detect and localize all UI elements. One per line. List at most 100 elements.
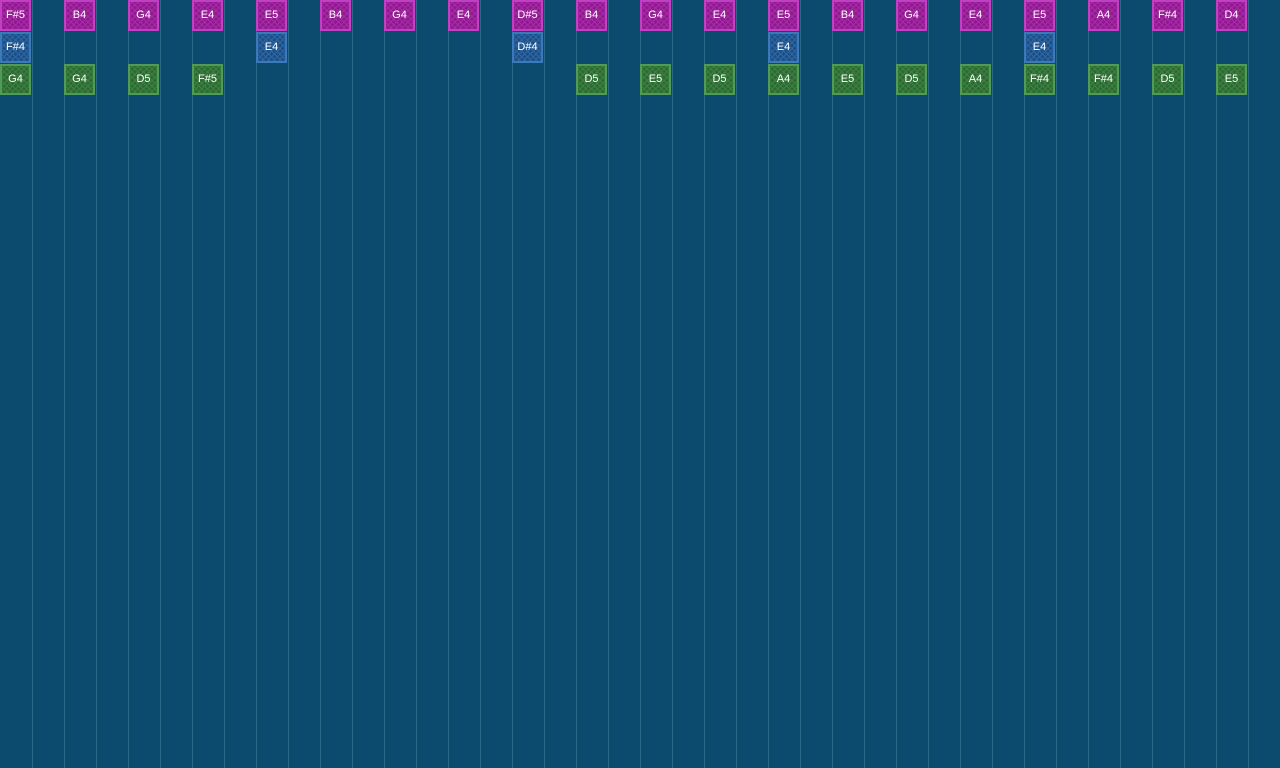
grid-column-line (448, 0, 449, 768)
grid-column-line (1088, 0, 1089, 768)
grid-column-line (896, 0, 897, 768)
grid-column-line (640, 0, 641, 768)
note-cell[interactable]: D5 (704, 64, 735, 95)
note-label: G4 (72, 73, 87, 85)
note-cell[interactable]: D5 (576, 64, 607, 95)
note-label: D5 (136, 73, 151, 85)
grid-column-line (1024, 0, 1025, 768)
note-cell[interactable]: G4 (640, 0, 671, 31)
grid-column-line (928, 0, 929, 768)
grid-column-line (64, 0, 65, 768)
grid-column-line (1056, 0, 1057, 768)
grid-column-line (1120, 0, 1121, 768)
note-label: E5 (1224, 73, 1239, 85)
note-cell[interactable]: F#4 (0, 32, 31, 63)
note-label: D4 (1224, 9, 1239, 21)
note-cell[interactable]: A4 (768, 64, 799, 95)
note-cell[interactable]: D5 (128, 64, 159, 95)
note-label: E5 (840, 73, 855, 85)
note-cell[interactable]: B4 (576, 0, 607, 31)
grid-column-line (320, 0, 321, 768)
note-cell[interactable]: E4 (704, 0, 735, 31)
note-cell[interactable]: B4 (832, 0, 863, 31)
note-cell[interactable]: E4 (448, 0, 479, 31)
note-label: A4 (968, 73, 983, 85)
grid-column-line (192, 0, 193, 768)
note-cell[interactable]: E4 (1024, 32, 1055, 63)
grid-column-line (32, 0, 33, 768)
note-cell[interactable]: F#4 (1024, 64, 1055, 95)
grid-column-line (352, 0, 353, 768)
note-cell[interactable]: E4 (256, 32, 287, 63)
grid-column-line (96, 0, 97, 768)
note-label: E4 (712, 9, 727, 21)
grid-column-line (832, 0, 833, 768)
note-label: G4 (8, 73, 23, 85)
note-label: B4 (72, 9, 87, 21)
note-label: F#5 (6, 9, 25, 21)
note-cell[interactable]: B4 (64, 0, 95, 31)
note-cell[interactable]: E5 (832, 64, 863, 95)
note-label: G4 (904, 9, 919, 21)
grid-column-line (128, 0, 129, 768)
grid-column-line (1184, 0, 1185, 768)
grid-column-line (512, 0, 513, 768)
note-cell[interactable]: F#4 (1152, 0, 1183, 31)
note-cell[interactable]: A4 (1088, 0, 1119, 31)
note-label: D#4 (517, 41, 538, 53)
grid-column-line (736, 0, 737, 768)
grid-column-line (1152, 0, 1153, 768)
grid-column-line (960, 0, 961, 768)
grid-column-line (608, 0, 609, 768)
note-label: B4 (328, 9, 343, 21)
grid-column-line (224, 0, 225, 768)
grid-column-line (288, 0, 289, 768)
note-label: E5 (1032, 9, 1047, 21)
note-label: B4 (584, 9, 599, 21)
note-cell[interactable]: G4 (64, 64, 95, 95)
note-label: E4 (968, 9, 983, 21)
note-cell[interactable]: G4 (128, 0, 159, 31)
note-label: E4 (456, 9, 471, 21)
note-label: A4 (776, 73, 791, 85)
note-cell[interactable]: G4 (896, 0, 927, 31)
note-label: D#5 (517, 9, 538, 21)
note-cell[interactable]: B4 (320, 0, 351, 31)
note-cell[interactable]: E5 (256, 0, 287, 31)
note-cell[interactable]: D#4 (512, 32, 543, 63)
note-label: A4 (1096, 9, 1111, 21)
note-label: E4 (264, 41, 279, 53)
note-cell[interactable]: G4 (384, 0, 415, 31)
note-cell[interactable]: E4 (960, 0, 991, 31)
note-cell[interactable]: E5 (768, 0, 799, 31)
note-cell[interactable]: F#5 (0, 0, 31, 31)
note-cell[interactable]: A4 (960, 64, 991, 95)
note-cell[interactable]: E4 (192, 0, 223, 31)
note-label: F#4 (1030, 73, 1049, 85)
grid-column-line (544, 0, 545, 768)
note-label: D5 (712, 73, 727, 85)
note-cell[interactable]: E5 (1024, 0, 1055, 31)
grid-column-line (416, 0, 417, 768)
note-cell[interactable]: D4 (1216, 0, 1247, 31)
note-cell[interactable]: G4 (0, 64, 31, 95)
note-label: G4 (648, 9, 663, 21)
grid-column-line (864, 0, 865, 768)
note-label: E5 (776, 9, 791, 21)
note-label: E4 (776, 41, 791, 53)
grid-column-line (768, 0, 769, 768)
note-cell[interactable]: F#5 (192, 64, 223, 95)
note-cell[interactable]: F#4 (1088, 64, 1119, 95)
note-cell[interactable]: E5 (1216, 64, 1247, 95)
grid-column-line (1248, 0, 1249, 768)
note-cell[interactable]: E4 (768, 32, 799, 63)
note-cell[interactable]: E5 (640, 64, 671, 95)
note-cell[interactable]: D5 (896, 64, 927, 95)
grid-column-line (576, 0, 577, 768)
note-label: E5 (264, 9, 279, 21)
grid-column-line (992, 0, 993, 768)
note-label: F#5 (198, 73, 217, 85)
note-cell[interactable]: D5 (1152, 64, 1183, 95)
note-cell[interactable]: D#5 (512, 0, 543, 31)
